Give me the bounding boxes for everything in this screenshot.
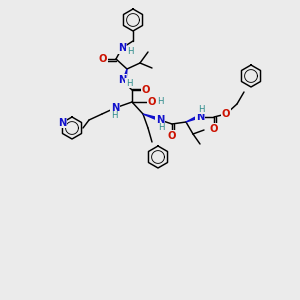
Text: O: O <box>99 54 107 64</box>
Text: H: H <box>127 46 133 56</box>
Text: N: N <box>156 115 164 125</box>
Text: O: O <box>168 131 176 141</box>
Text: O: O <box>210 124 218 134</box>
Text: H: H <box>158 124 164 133</box>
Text: N: N <box>111 103 119 113</box>
Text: H: H <box>198 104 204 113</box>
Text: H: H <box>157 98 163 106</box>
Polygon shape <box>143 114 158 120</box>
Text: O: O <box>222 109 230 119</box>
Polygon shape <box>124 69 127 78</box>
Text: O: O <box>142 85 150 95</box>
Text: N: N <box>58 118 67 128</box>
Text: N: N <box>118 75 126 85</box>
Text: N: N <box>196 112 204 122</box>
Text: N: N <box>118 43 126 53</box>
Polygon shape <box>186 116 199 122</box>
Text: H: H <box>126 79 132 88</box>
Text: H: H <box>111 112 117 121</box>
Text: O: O <box>148 97 156 107</box>
